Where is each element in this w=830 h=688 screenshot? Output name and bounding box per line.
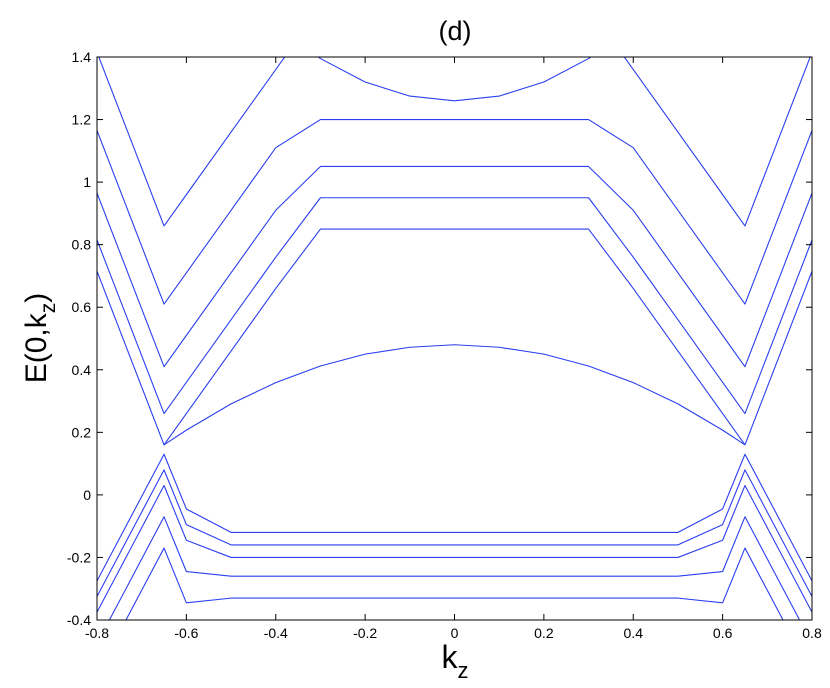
band-line xyxy=(97,119,812,305)
band-line xyxy=(97,484,812,613)
y-tick-label: 0.4 xyxy=(72,362,92,378)
x-tick-label: 0 xyxy=(451,625,459,641)
y-tick-label: 0.6 xyxy=(72,299,92,315)
band-line xyxy=(108,516,801,620)
band-line xyxy=(97,197,812,415)
y-tick-label: -0.2 xyxy=(67,549,91,565)
x-tick-label: 0.6 xyxy=(713,625,733,641)
band-line xyxy=(98,57,811,227)
y-tick-label: 0.2 xyxy=(72,424,92,440)
plot-frame xyxy=(96,56,813,621)
y-axis-label: E(0,kz) xyxy=(20,293,60,384)
x-tick-label: 0.8 xyxy=(802,625,822,641)
y-label-sub: z xyxy=(37,303,60,314)
band-line xyxy=(97,469,812,597)
plot-lines xyxy=(97,57,812,620)
y-tick-label: -0.4 xyxy=(67,612,91,628)
y-label-part: E(0,k xyxy=(20,312,53,383)
y-tick-label: 1.4 xyxy=(72,49,92,65)
y-tick-label: 0 xyxy=(83,487,91,503)
band-line xyxy=(97,228,812,446)
y-label-part: ) xyxy=(20,293,53,303)
x-tick-label: -0.2 xyxy=(353,625,377,641)
band-line xyxy=(317,57,592,102)
x-tick-label: 0.2 xyxy=(534,625,554,641)
x-axis-label: kz xyxy=(442,639,469,683)
band-line xyxy=(125,547,784,620)
x-tick-label: 0.4 xyxy=(624,625,644,641)
y-tick-label: 1.2 xyxy=(72,112,92,128)
x-label-part: k xyxy=(442,639,459,675)
band-line xyxy=(97,453,812,582)
band-line xyxy=(97,165,812,368)
x-tick-label: -0.4 xyxy=(264,625,288,641)
x-tick-label: -0.6 xyxy=(174,625,198,641)
y-tick-label: 1 xyxy=(83,174,91,190)
x-tick-label: -0.8 xyxy=(85,625,109,641)
y-tick-label: 0.8 xyxy=(72,237,92,253)
chart-title: (d) xyxy=(439,16,472,46)
band-line xyxy=(163,344,746,446)
x-label-sub: z xyxy=(458,658,469,683)
